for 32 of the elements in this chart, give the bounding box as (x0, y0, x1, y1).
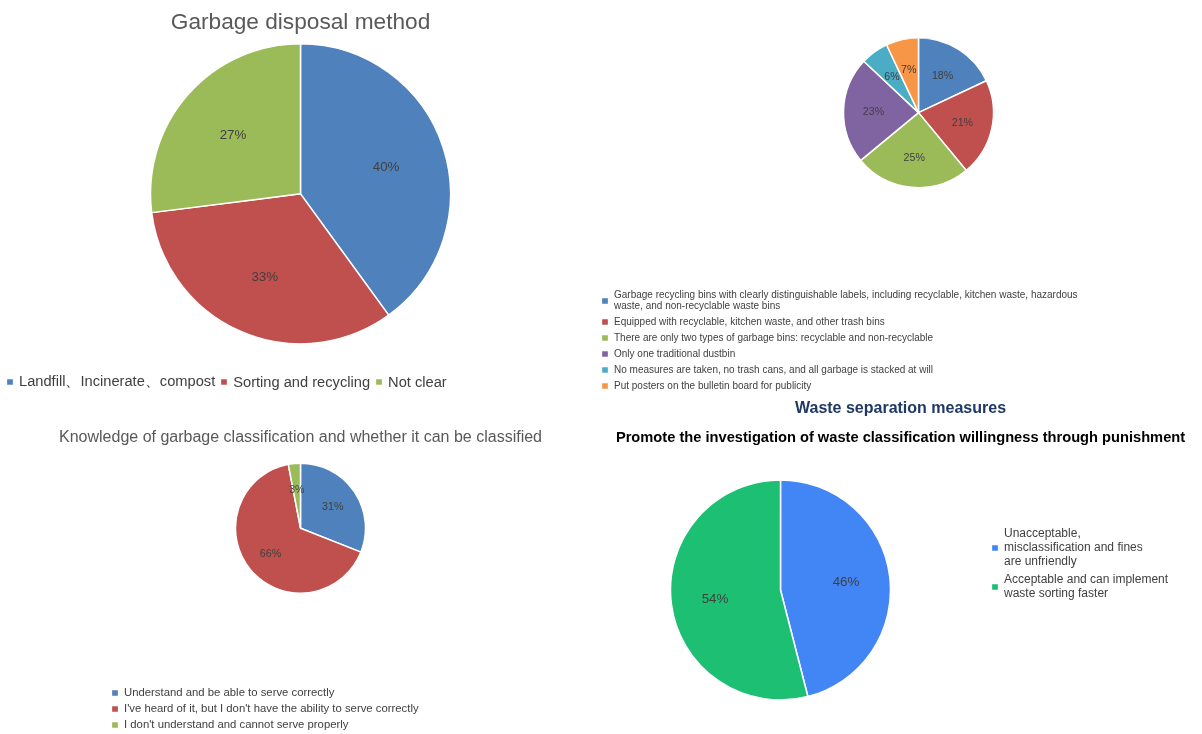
legend-label: Only one traditional dustbin (614, 347, 736, 359)
data-label: 21% (951, 116, 974, 129)
legend-label: Garbage recycling bins with clearly distinguishable labels, including recyclable, kitchen waste, hazardous waste, and non-recyclable waste bins (614, 289, 1078, 311)
legend-label: I don't understand and cannot serve properly (124, 718, 349, 730)
data-label: 33% (251, 268, 279, 284)
data-label: 66% (259, 547, 282, 560)
chart-title: Knowledge of garbage classification and whether it can be classified (59, 427, 542, 445)
legend-label: No measures are taken, no trash cans, and all garbage is stacked at will (614, 363, 934, 375)
text: Waste separation measures (794, 398, 1007, 416)
legend-label: Unacceptable, misclassification and fines are unfriendly (1004, 526, 1143, 568)
data-label: 25% (903, 151, 926, 164)
legend-label: I've heard of it, but I don't have the ability to serve correctly (124, 702, 419, 714)
data-label: 54% (701, 590, 729, 606)
data-label: 27% (219, 126, 247, 142)
chart-title: Promote the investigation of waste classification willingness through punishment (615, 428, 1186, 445)
data-label: 23% (862, 105, 885, 118)
legend-label: Understand and be able to serve correctly (124, 686, 335, 698)
legend-label: Sorting and recycling (233, 373, 371, 390)
legend-label: There are only two types of garbage bins: recyclable and non-recyclable (614, 331, 934, 343)
legend-label: Acceptable and can implement waste sorting faster (1004, 572, 1169, 600)
chart-title: Garbage disposal method (170, 7, 431, 34)
data-label: 7% (900, 62, 917, 75)
legend-label: Put posters on the bulletin board for publicity (614, 379, 812, 391)
legend-label: Landfill、Incinerate、compost (19, 372, 216, 391)
data-label: 46% (832, 574, 860, 590)
data-label: 18% (931, 68, 954, 81)
data-label: 40% (372, 158, 400, 174)
data-label: 3% (289, 483, 306, 496)
legend-label: Not clear (388, 373, 447, 390)
data-label: 31% (322, 500, 344, 513)
data-label: 6% (884, 70, 901, 83)
legend-label: Equipped with recyclable, kitchen waste, and other trash bins (614, 315, 885, 327)
